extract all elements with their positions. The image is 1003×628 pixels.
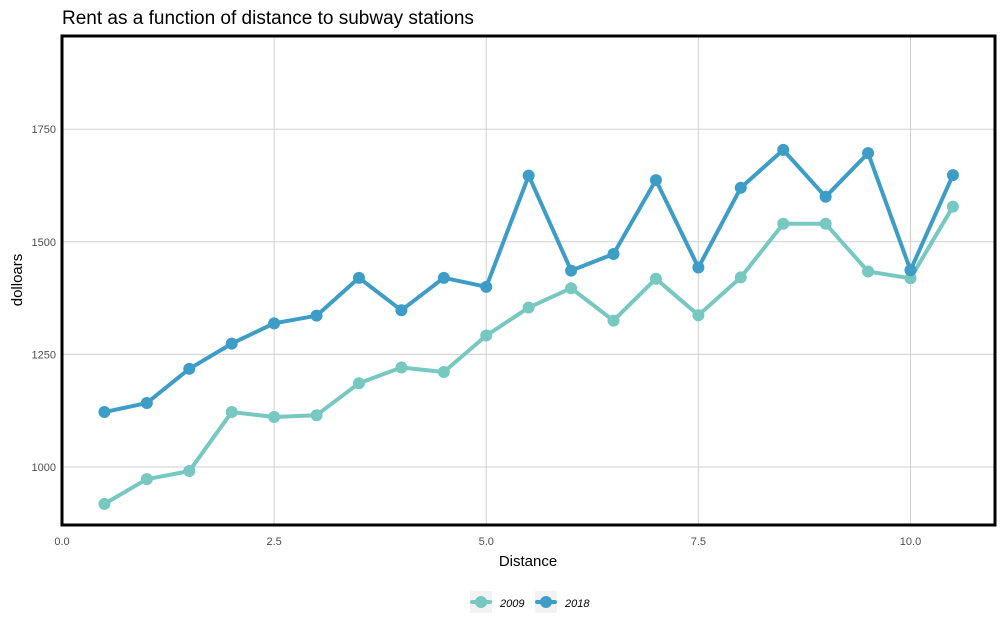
legend: 2009 2018 — [470, 591, 590, 613]
data-point — [480, 280, 493, 293]
data-point — [946, 169, 959, 182]
data-point — [268, 317, 281, 330]
x-tick-label: 7.5 — [691, 536, 706, 548]
data-point — [522, 169, 535, 182]
x-tick-label: 0.0 — [54, 536, 69, 548]
data-point — [437, 271, 450, 284]
y-axis-title: dolloars — [9, 254, 26, 307]
data-point — [225, 337, 238, 350]
data-point — [268, 411, 281, 424]
data-point — [777, 143, 790, 156]
series-line-2018 — [102, 147, 955, 415]
data-point — [310, 409, 323, 422]
data-point — [310, 309, 323, 322]
y-axis-ticks: 1000 1250 1500 1750 — [32, 124, 56, 474]
data-point — [734, 181, 747, 194]
legend-label: 2009 — [499, 598, 524, 610]
data-point — [862, 265, 875, 278]
data-point — [395, 361, 408, 374]
series-2018 — [98, 143, 959, 419]
x-tick-label: 5.0 — [479, 536, 494, 548]
data-point — [819, 190, 832, 203]
y-tick-label: 1000 — [32, 462, 56, 474]
plot-panel-border — [60, 34, 997, 527]
series-layer — [98, 143, 959, 510]
data-point — [140, 397, 153, 410]
series-2009 — [98, 200, 959, 510]
y-tick-label: 1500 — [32, 237, 56, 249]
data-point — [565, 282, 578, 295]
y-tick-label: 1250 — [32, 349, 56, 361]
data-point — [904, 264, 917, 277]
data-point — [819, 217, 832, 230]
data-point — [98, 406, 111, 419]
data-point — [395, 304, 408, 317]
legend-key-point — [475, 596, 487, 608]
data-point — [98, 497, 111, 510]
data-point — [480, 329, 493, 342]
data-point — [352, 377, 365, 390]
x-tick-label: 10.0 — [900, 536, 921, 548]
data-point — [607, 314, 620, 327]
x-tick-label: 2.5 — [266, 536, 281, 548]
data-point — [862, 147, 875, 160]
legend-key-point — [540, 596, 552, 608]
legend-label: 2018 — [564, 598, 590, 610]
data-point — [692, 261, 705, 274]
y-tick-label: 1750 — [32, 124, 56, 136]
data-point — [183, 465, 196, 478]
data-point — [437, 365, 450, 378]
legend-item-2009: 2009 — [470, 591, 524, 613]
data-point — [649, 272, 662, 285]
x-axis-title: Distance — [499, 553, 557, 570]
data-point — [225, 406, 238, 419]
data-point — [352, 271, 365, 284]
data-point — [183, 362, 196, 375]
data-point — [777, 217, 790, 230]
data-point — [734, 271, 747, 284]
series-line-2009 — [102, 204, 955, 506]
data-point — [607, 247, 620, 260]
legend-item-2018: 2018 — [535, 591, 590, 613]
data-point — [946, 200, 959, 213]
data-point — [649, 174, 662, 187]
data-point — [522, 301, 535, 314]
data-point — [565, 264, 578, 277]
chart-title: Rent as a function of distance to subway… — [62, 8, 474, 29]
data-point — [140, 473, 153, 486]
data-point — [692, 309, 705, 322]
x-axis-ticks: 0.0 2.5 5.0 7.5 10.0 — [54, 536, 921, 548]
